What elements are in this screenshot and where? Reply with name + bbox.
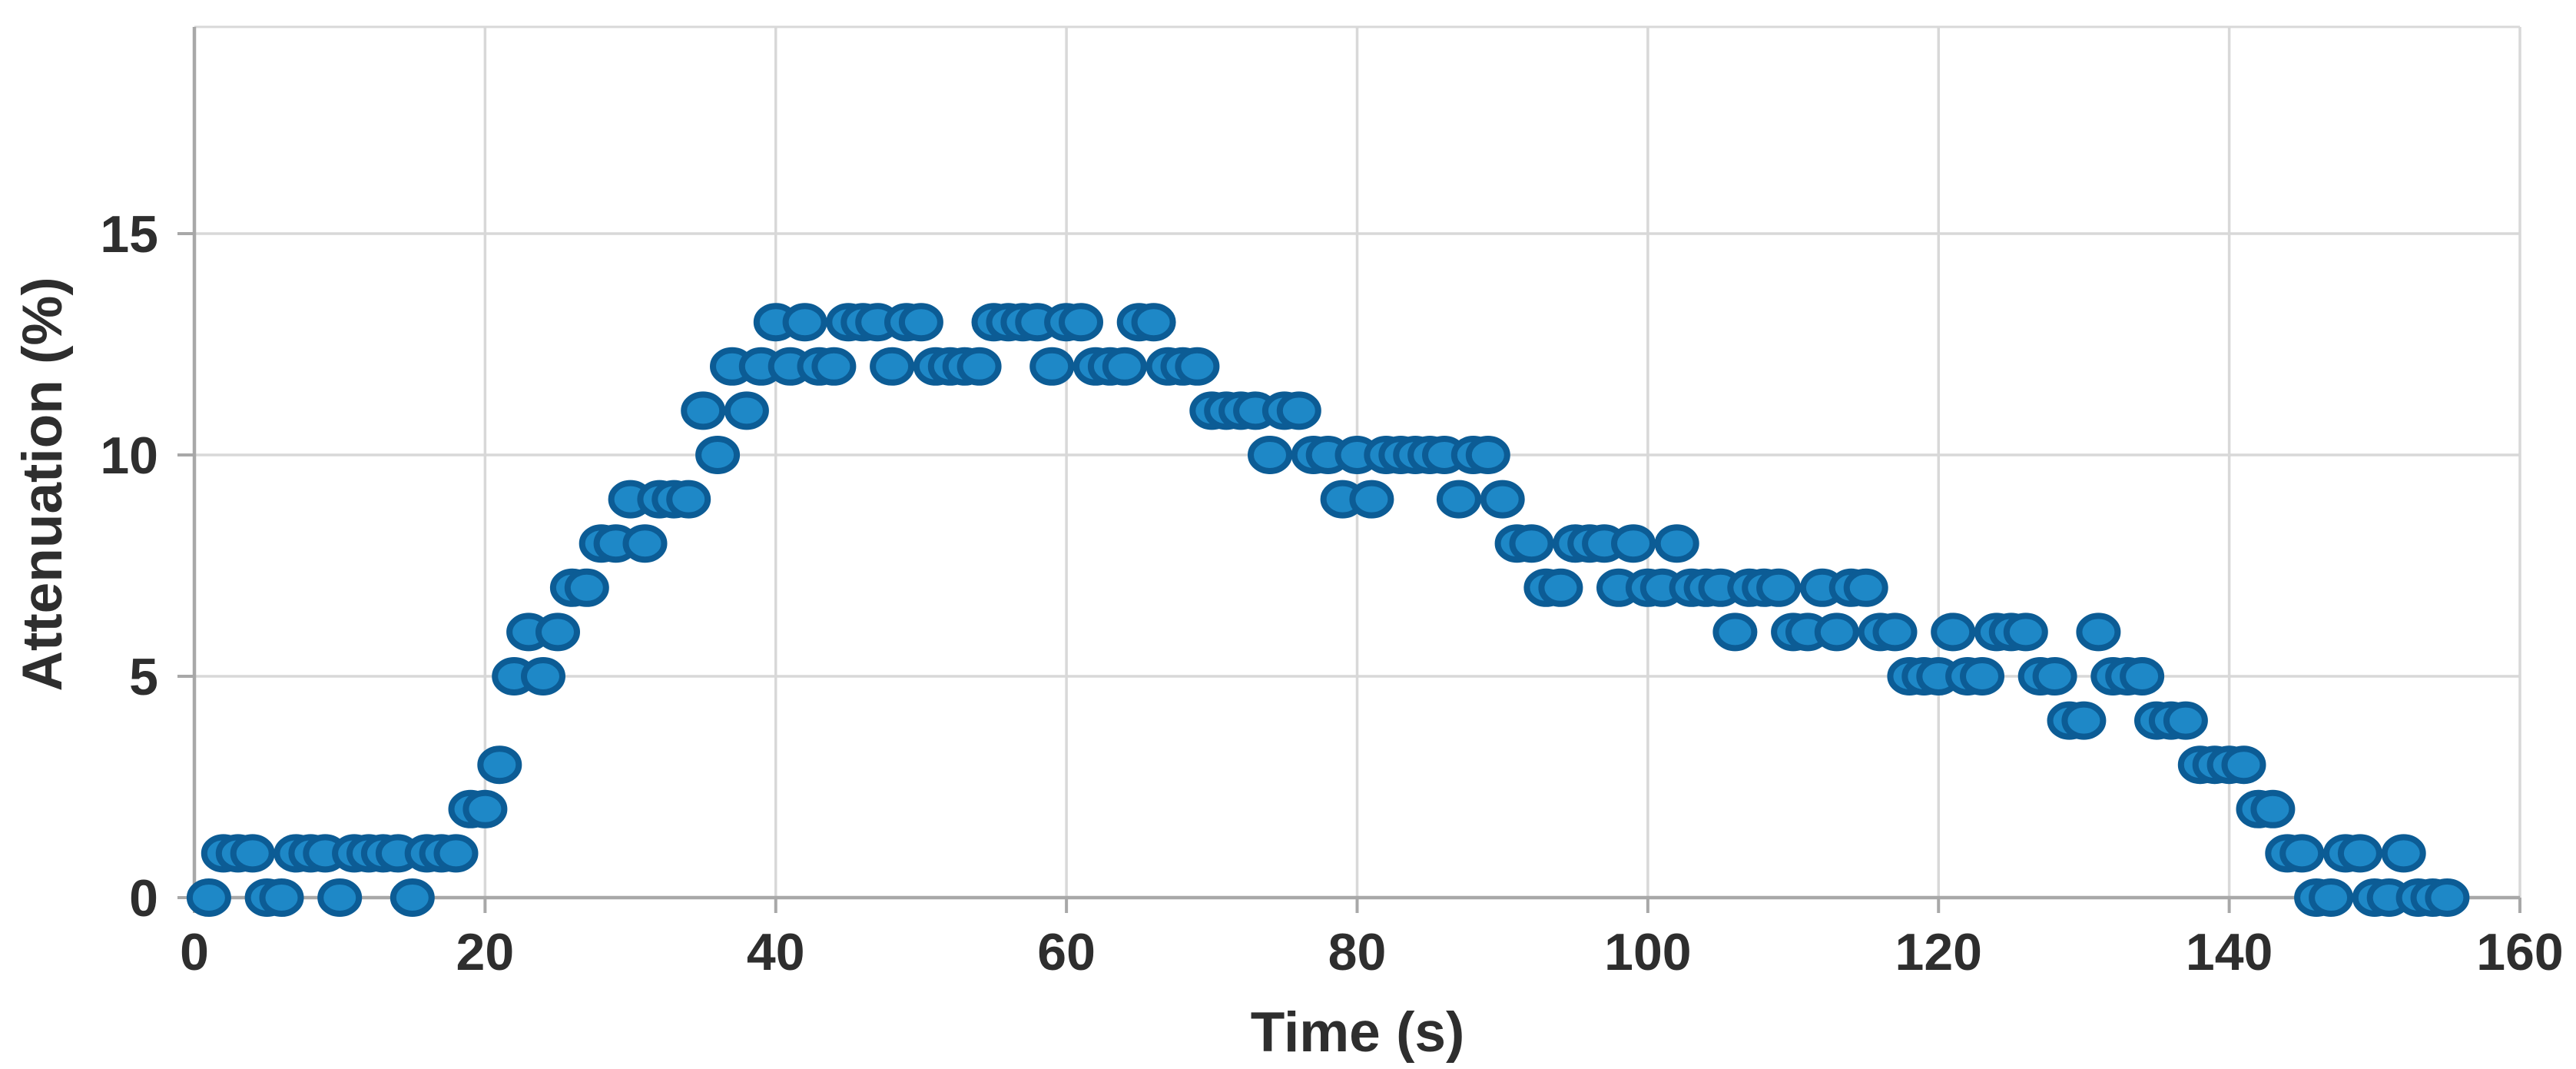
data-point — [2337, 834, 2382, 873]
data-point — [898, 303, 943, 342]
data-point — [2425, 878, 2470, 917]
data-point — [2279, 834, 2325, 873]
data-point — [2003, 613, 2048, 652]
x-tick-label-0: 0 — [180, 923, 209, 981]
data-point — [1436, 480, 1481, 519]
data-point — [1059, 303, 1103, 342]
axis-layer — [177, 27, 2521, 913]
tick-label-layer: 0 20 40 60 80 100 120 140 160 0 5 10 15 — [100, 205, 2563, 981]
data-point — [317, 878, 363, 917]
y-tick-label-0: 0 — [129, 869, 158, 928]
data-point — [390, 878, 435, 917]
data-point — [477, 745, 522, 785]
data-point — [2061, 701, 2107, 740]
data-point — [695, 436, 741, 474]
data-point — [1872, 613, 1918, 652]
data-point — [2076, 613, 2121, 652]
data-point — [1814, 613, 1859, 652]
data-point — [186, 878, 231, 917]
data-point — [433, 834, 479, 873]
x-tick-label-140: 140 — [2186, 923, 2273, 981]
x-tick-label-160: 160 — [2476, 923, 2563, 981]
data-point — [259, 878, 304, 917]
data-point — [2221, 745, 2266, 785]
data-point — [1538, 568, 1583, 607]
data-point — [666, 480, 711, 519]
data-point — [1349, 480, 1394, 519]
data-point — [1248, 436, 1292, 474]
data-point — [782, 303, 827, 342]
data-point — [1102, 347, 1147, 386]
data-point — [462, 789, 508, 828]
data-point — [2163, 701, 2208, 740]
data-point — [2250, 789, 2296, 828]
x-tick-label-60: 60 — [1037, 923, 1096, 981]
data-point — [811, 347, 857, 386]
data-point — [521, 657, 565, 696]
data-point — [1131, 303, 1176, 342]
x-tick-label-120: 120 — [1895, 923, 1982, 981]
data-point — [2032, 657, 2077, 696]
data-point — [1509, 524, 1554, 563]
x-tick-label-40: 40 — [747, 923, 805, 981]
scatter-series — [186, 303, 2470, 917]
data-point — [1175, 347, 1220, 386]
data-point — [1654, 524, 1699, 563]
data-point — [724, 391, 769, 430]
data-point — [622, 524, 668, 563]
data-point — [2309, 878, 2354, 917]
data-point — [564, 568, 609, 607]
data-point — [230, 834, 275, 873]
x-tick-label-20: 20 — [456, 923, 515, 981]
x-axis-title: Time (s) — [1251, 1001, 1465, 1064]
data-point — [870, 347, 915, 386]
data-point — [535, 613, 580, 652]
y-tick-label-15: 15 — [100, 205, 158, 264]
data-point — [1960, 657, 2004, 696]
data-point — [1756, 568, 1802, 607]
x-tick-label-100: 100 — [1604, 923, 1691, 981]
data-point — [1276, 391, 1321, 430]
data-point — [681, 391, 726, 430]
data-point — [1465, 436, 1510, 474]
data-point — [1029, 347, 1075, 386]
data-point — [956, 347, 1002, 386]
data-point — [2120, 657, 2165, 696]
y-tick-label-10: 10 — [100, 427, 158, 485]
x-tick-label-80: 80 — [1328, 923, 1387, 981]
data-point — [1931, 613, 1976, 652]
data-point — [1712, 613, 1758, 652]
data-point — [1611, 524, 1656, 563]
y-axis-title: Attenuation (%) — [12, 277, 74, 691]
y-tick-label-5: 5 — [129, 648, 158, 706]
data-point — [2381, 834, 2426, 873]
data-point — [1480, 480, 1525, 519]
data-point — [1843, 568, 1888, 607]
